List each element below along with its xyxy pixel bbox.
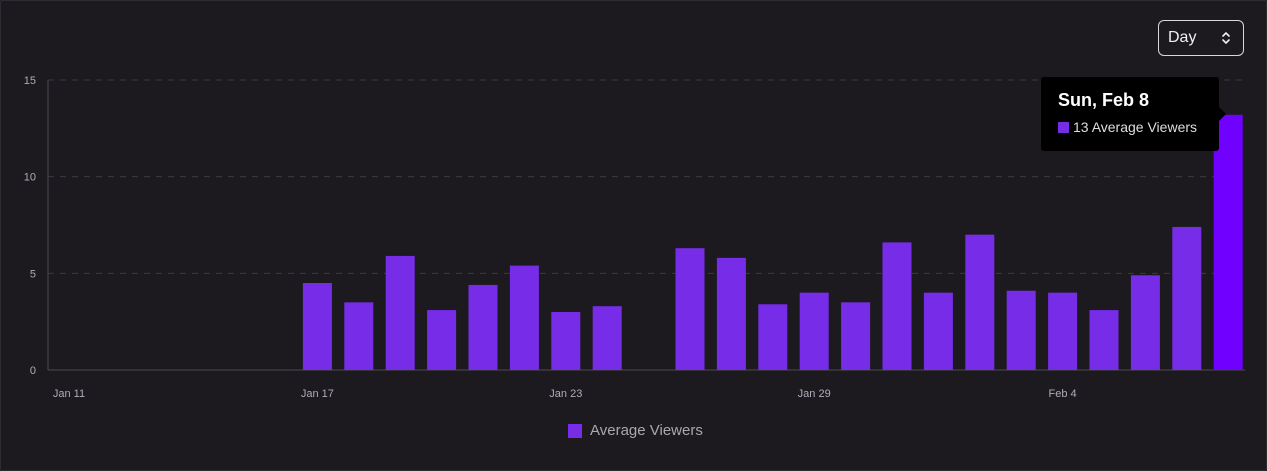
bar [1213,114,1243,370]
legend-item-average-viewers[interactable]: Average Viewers [568,422,703,439]
bar [427,310,457,370]
bar [799,292,829,370]
x-tick-label: Jan 11 [53,388,85,400]
interval-select[interactable]: Day [1158,20,1244,56]
bar [551,312,581,370]
bar [509,265,539,370]
bar [675,248,705,370]
bar [592,306,622,370]
tooltip-value-row: 13 Average Viewers [1058,119,1219,135]
chart-tooltip: Sun, Feb 8 13 Average Viewers [1041,77,1226,151]
y-tick-label: 0 [30,365,36,377]
bar [965,234,995,370]
bar [1089,310,1119,370]
x-tick-label: Jan 29 [798,388,831,400]
y-tick-label: 5 [30,268,36,280]
y-tick-label: 10 [24,172,36,184]
tooltip-swatch [1058,121,1069,133]
bar [385,255,415,370]
bar [716,257,746,370]
bar [1048,292,1078,370]
bar [841,302,871,370]
x-tick-label: Feb 4 [1049,388,1077,400]
updown-chevron-icon [1222,32,1230,44]
legend-swatch [568,423,582,438]
bar [1130,275,1160,370]
bar [468,284,498,370]
bar [1006,290,1036,370]
tooltip-value: 13 Average Viewers [1073,119,1198,135]
interval-select-value: Day [1168,29,1197,46]
x-tick-label: Jan 23 [549,388,582,400]
bar [344,302,374,370]
tooltip-title: Sun, Feb 8 [1058,90,1150,110]
bar [1172,226,1202,370]
legend-label: Average Viewers [590,422,703,439]
bar [923,292,953,370]
y-tick-label: 15 [24,75,36,87]
bar [882,242,912,370]
x-tick-label: Jan 17 [301,388,334,400]
bar [758,304,788,370]
bar [302,283,332,370]
